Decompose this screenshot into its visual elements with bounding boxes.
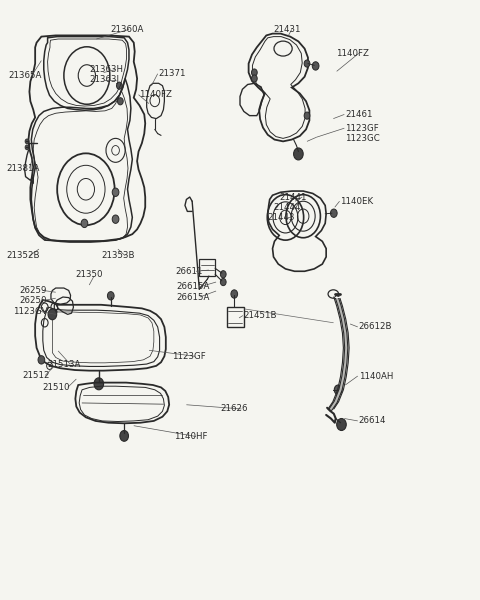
Text: 1140FZ: 1140FZ bbox=[336, 49, 369, 58]
Text: 26612B: 26612B bbox=[359, 322, 392, 331]
Text: 21443: 21443 bbox=[268, 213, 295, 222]
Text: 21365A: 21365A bbox=[8, 71, 41, 80]
Circle shape bbox=[252, 69, 257, 76]
Text: 21510: 21510 bbox=[43, 383, 70, 392]
Text: 21371: 21371 bbox=[158, 69, 186, 78]
Text: 1123GC: 1123GC bbox=[345, 134, 380, 143]
Text: 21353B: 21353B bbox=[101, 251, 135, 260]
Circle shape bbox=[38, 356, 45, 364]
Circle shape bbox=[336, 419, 346, 430]
Circle shape bbox=[312, 62, 319, 70]
Text: 21451B: 21451B bbox=[244, 311, 277, 320]
Text: 1140EK: 1140EK bbox=[340, 197, 373, 206]
Text: 21352B: 21352B bbox=[6, 251, 40, 260]
Circle shape bbox=[48, 309, 57, 320]
Circle shape bbox=[304, 60, 310, 67]
Text: 1123GF: 1123GF bbox=[172, 352, 206, 361]
Text: 26259: 26259 bbox=[20, 286, 47, 295]
Circle shape bbox=[220, 278, 226, 286]
Text: 1123GF: 1123GF bbox=[345, 124, 379, 133]
Text: 21360A: 21360A bbox=[111, 25, 144, 34]
Text: 1140HF: 1140HF bbox=[174, 432, 207, 441]
Text: 26614: 26614 bbox=[359, 416, 386, 425]
Circle shape bbox=[94, 378, 104, 390]
Circle shape bbox=[220, 271, 226, 278]
Text: 21513A: 21513A bbox=[48, 359, 81, 368]
Text: 1140AH: 1140AH bbox=[359, 371, 393, 380]
Text: 21441: 21441 bbox=[279, 193, 307, 202]
Text: 21431: 21431 bbox=[274, 25, 301, 34]
Text: 26611: 26611 bbox=[175, 267, 203, 276]
Text: 21461: 21461 bbox=[345, 110, 373, 119]
Circle shape bbox=[25, 145, 29, 150]
Circle shape bbox=[25, 139, 29, 144]
Circle shape bbox=[330, 209, 337, 217]
Text: 21512: 21512 bbox=[22, 371, 50, 380]
Text: 21350: 21350 bbox=[75, 270, 102, 279]
Text: 21363J: 21363J bbox=[89, 75, 119, 84]
Circle shape bbox=[294, 148, 303, 160]
Circle shape bbox=[118, 98, 123, 105]
Circle shape bbox=[108, 292, 114, 300]
Circle shape bbox=[112, 215, 119, 223]
Text: 21363H: 21363H bbox=[89, 65, 123, 74]
Text: 21444: 21444 bbox=[274, 203, 301, 212]
Text: 26250: 26250 bbox=[20, 296, 48, 305]
Text: 21626: 21626 bbox=[221, 404, 248, 413]
Circle shape bbox=[117, 82, 122, 89]
Circle shape bbox=[81, 219, 88, 227]
Text: 26615A: 26615A bbox=[177, 293, 210, 302]
Text: 26615A: 26615A bbox=[177, 283, 210, 292]
Circle shape bbox=[120, 430, 129, 441]
Text: 21381A: 21381A bbox=[6, 164, 40, 173]
Circle shape bbox=[252, 75, 257, 82]
Circle shape bbox=[112, 188, 119, 196]
Circle shape bbox=[304, 112, 310, 119]
Circle shape bbox=[334, 385, 342, 395]
Text: 1140FZ: 1140FZ bbox=[140, 90, 172, 99]
Text: 1123GV: 1123GV bbox=[12, 307, 48, 316]
Circle shape bbox=[231, 290, 238, 298]
